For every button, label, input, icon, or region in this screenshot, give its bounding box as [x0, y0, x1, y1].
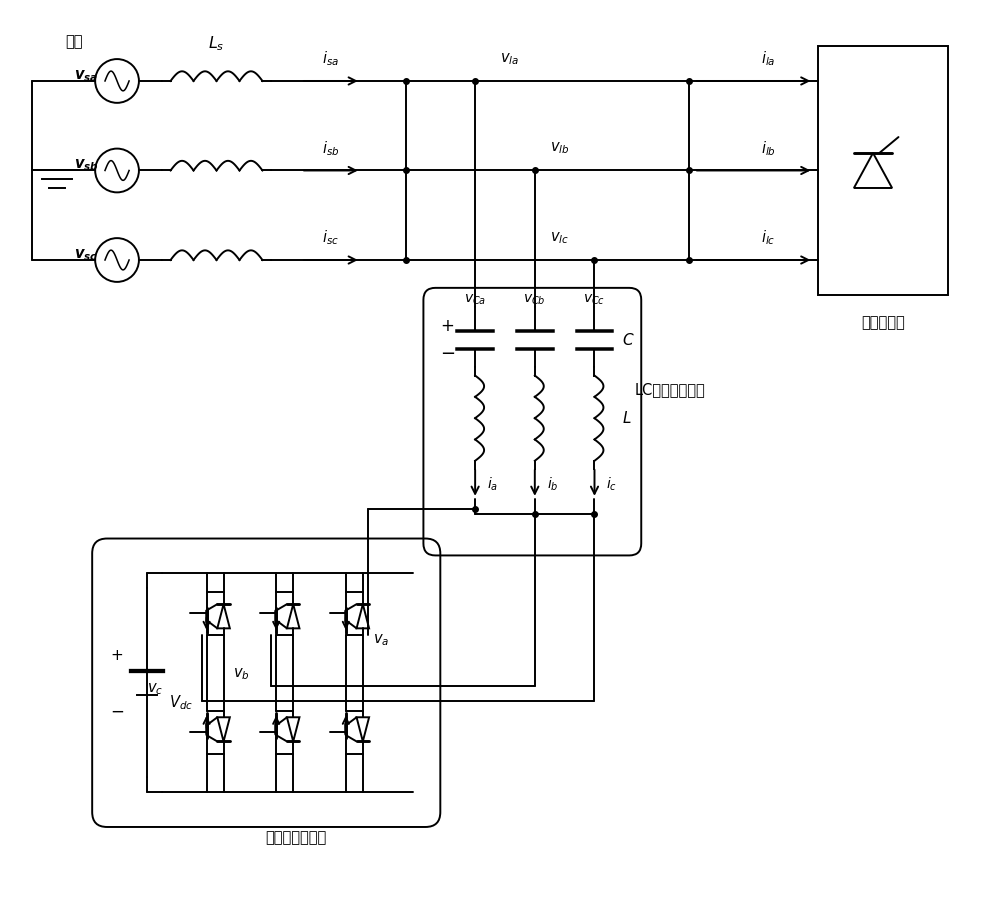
- Text: 电压源型逆变器: 电压源型逆变器: [265, 830, 327, 845]
- Text: 非线性负载: 非线性负载: [861, 314, 905, 330]
- Text: −: −: [110, 702, 124, 721]
- Text: +: +: [440, 317, 454, 335]
- Bar: [818, 46, 948, 295]
- Text: $\it{v}_{la}$: $\it{v}_{la}$: [500, 51, 520, 67]
- Text: $\it{v}_c$: $\it{v}_c$: [147, 682, 163, 697]
- Text: $\it{i}_{lb}$: $\it{i}_{lb}$: [761, 139, 776, 158]
- Text: $\it{i}_{a}$: $\it{i}_{a}$: [487, 475, 498, 492]
- Text: $\it{v}_{lc}$: $\it{v}_{lc}$: [550, 230, 569, 246]
- Text: $\it{V}_{dc}$: $\it{V}_{dc}$: [169, 693, 193, 712]
- Text: $\it{i}_{sb}$: $\it{i}_{sb}$: [322, 139, 340, 158]
- Text: −: −: [440, 345, 455, 363]
- Text: $\it{i}_{c}$: $\it{i}_{c}$: [606, 475, 618, 492]
- Text: +: +: [111, 647, 123, 663]
- Text: $\it{i}_{b}$: $\it{i}_{b}$: [547, 475, 558, 492]
- Text: $\bfit{v}_{sa}$: $\bfit{v}_{sa}$: [74, 68, 98, 84]
- Text: $\bfit{v}_{sb}$: $\bfit{v}_{sb}$: [74, 158, 99, 173]
- Text: $\it{L}_s$: $\it{L}_s$: [208, 34, 225, 53]
- Text: $\it{v}_{Cb}$: $\it{v}_{Cb}$: [523, 293, 546, 307]
- Text: $\it{v}_{Cc}$: $\it{v}_{Cc}$: [583, 293, 606, 307]
- Text: $\it{i}_{sa}$: $\it{i}_{sa}$: [322, 49, 339, 68]
- Text: LC单调谐滤波器: LC单调谐滤波器: [634, 382, 705, 397]
- Text: $\it{v}_a$: $\it{v}_a$: [373, 632, 389, 647]
- Text: $\it{L}$: $\it{L}$: [622, 410, 632, 427]
- Text: $\it{v}_{Ca}$: $\it{v}_{Ca}$: [464, 293, 486, 307]
- Text: $\it{C}$: $\it{C}$: [622, 331, 635, 348]
- Text: $\it{v}_{lb}$: $\it{v}_{lb}$: [550, 141, 569, 156]
- Text: $\it{i}_{lc}$: $\it{i}_{lc}$: [761, 229, 776, 248]
- Text: $\it{i}_{sc}$: $\it{i}_{sc}$: [322, 229, 339, 248]
- Text: $\bfit{v}_{sc}$: $\bfit{v}_{sc}$: [74, 247, 98, 263]
- Text: 电网: 电网: [66, 34, 83, 49]
- Text: $\it{i}_{la}$: $\it{i}_{la}$: [761, 49, 776, 68]
- Text: $\it{v}_b$: $\it{v}_b$: [233, 666, 250, 682]
